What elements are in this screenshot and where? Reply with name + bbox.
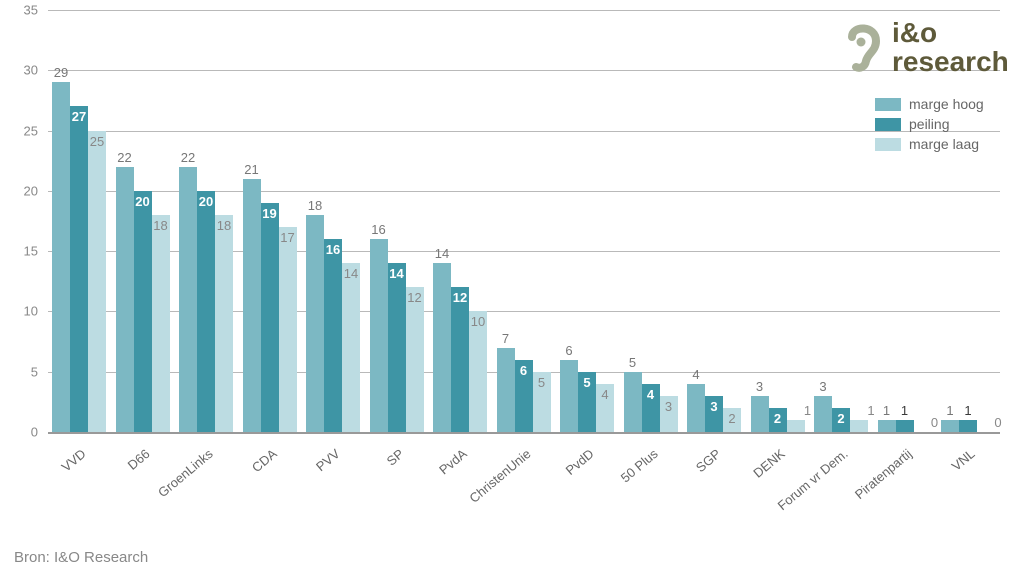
y-tick-label: 30 xyxy=(0,63,38,78)
y-tick-label: 20 xyxy=(0,183,38,198)
logo-line2: research xyxy=(892,47,1009,76)
bar-value-label: 16 xyxy=(321,242,345,257)
legend-swatch xyxy=(875,98,901,111)
bar-value-label: 6 xyxy=(557,343,581,358)
bar xyxy=(388,263,406,432)
bar xyxy=(560,360,578,432)
legend: marge hoog peiling marge laag xyxy=(875,96,984,156)
legend-label: marge laag xyxy=(909,136,979,152)
bar-value-label: 4 xyxy=(593,387,617,402)
y-tick-label: 5 xyxy=(0,364,38,379)
legend-swatch xyxy=(875,138,901,151)
legend-label: peiling xyxy=(909,116,949,132)
bar-value-label: 0 xyxy=(986,415,1010,430)
bar-value-label: 10 xyxy=(466,314,490,329)
bar xyxy=(850,420,868,432)
x-tick-label: SP xyxy=(383,446,406,469)
x-tick-label: D66 xyxy=(124,446,152,473)
bar-value-label: 14 xyxy=(430,246,454,261)
bar xyxy=(941,420,959,432)
x-tick-label: PvdA xyxy=(436,446,469,477)
bar-value-label: 18 xyxy=(303,198,327,213)
bar-value-label: 25 xyxy=(85,134,109,149)
x-tick-label: Piratenpartij xyxy=(851,446,914,502)
bar-value-label: 12 xyxy=(403,290,427,305)
bar-value-label: 14 xyxy=(385,266,409,281)
x-tick-label: DENK xyxy=(750,446,787,481)
legend-label: marge hoog xyxy=(909,96,984,112)
bar-value-label: 18 xyxy=(212,218,236,233)
bar xyxy=(406,287,424,432)
bar xyxy=(279,227,297,432)
bar-value-label: 1 xyxy=(893,403,917,418)
io-research-logo: i&o research xyxy=(838,17,1009,77)
bar-value-label: 20 xyxy=(194,194,218,209)
bar-value-label: 16 xyxy=(367,222,391,237)
bar-value-label: 19 xyxy=(258,206,282,221)
bar-value-label: 18 xyxy=(149,218,173,233)
bar xyxy=(152,215,170,432)
y-tick-label: 15 xyxy=(0,244,38,259)
bar xyxy=(342,263,360,432)
x-tick-label: GroenLinks xyxy=(155,446,216,500)
logo-line1: i&o xyxy=(892,18,1009,47)
x-tick-label: SGP xyxy=(693,446,724,475)
bar-value-label: 5 xyxy=(530,375,554,390)
x-tick-label: PvdD xyxy=(563,446,597,478)
bar-value-label: 21 xyxy=(240,162,264,177)
bar xyxy=(52,82,70,432)
bar xyxy=(624,372,642,432)
bar-value-label: 20 xyxy=(131,194,155,209)
bar xyxy=(88,131,106,432)
bar-value-label: 5 xyxy=(621,355,645,370)
legend-swatch xyxy=(875,118,901,131)
x-tick-label: ChristenUnie xyxy=(466,446,533,506)
legend-item: peiling xyxy=(875,116,984,132)
bar xyxy=(451,287,469,432)
x-tick-label: 50 Plus xyxy=(617,446,660,485)
bar-value-label: 12 xyxy=(448,290,472,305)
y-tick-label: 25 xyxy=(0,123,38,138)
x-tick-label: CDA xyxy=(248,446,279,475)
x-tick-label: VVD xyxy=(59,446,89,475)
bar-value-label: 22 xyxy=(113,150,137,165)
bar-value-label: 7 xyxy=(494,331,518,346)
bar xyxy=(433,263,451,432)
bar-value-label: 22 xyxy=(176,150,200,165)
bar xyxy=(896,420,914,432)
bar-value-label: 27 xyxy=(67,109,91,124)
bar-value-label: 2 xyxy=(720,411,744,426)
bar xyxy=(70,106,88,432)
bar-value-label: 29 xyxy=(49,65,73,80)
bar xyxy=(787,420,805,432)
grid-line xyxy=(48,432,1000,434)
y-tick-label: 0 xyxy=(0,425,38,440)
x-tick-label: PVV xyxy=(313,446,343,474)
bar xyxy=(497,348,515,432)
x-tick-label: VNL xyxy=(949,446,978,474)
bar-value-label: 3 xyxy=(657,399,681,414)
bar-value-label: 3 xyxy=(748,379,772,394)
bar xyxy=(215,215,233,432)
legend-item: marge hoog xyxy=(875,96,984,112)
y-tick-label: 10 xyxy=(0,304,38,319)
source-text: Bron: I&O Research xyxy=(14,549,148,566)
bar-value-label: 3 xyxy=(811,379,835,394)
legend-item: marge laag xyxy=(875,136,984,152)
bar-value-label: 17 xyxy=(276,230,300,245)
bar-value-label: 1 xyxy=(956,403,980,418)
bar xyxy=(469,311,487,432)
bar xyxy=(959,420,977,432)
bar-value-label: 14 xyxy=(339,266,363,281)
bar-value-label: 4 xyxy=(684,367,708,382)
ear-icon xyxy=(838,17,886,77)
y-tick-label: 35 xyxy=(0,3,38,18)
bar xyxy=(878,420,896,432)
